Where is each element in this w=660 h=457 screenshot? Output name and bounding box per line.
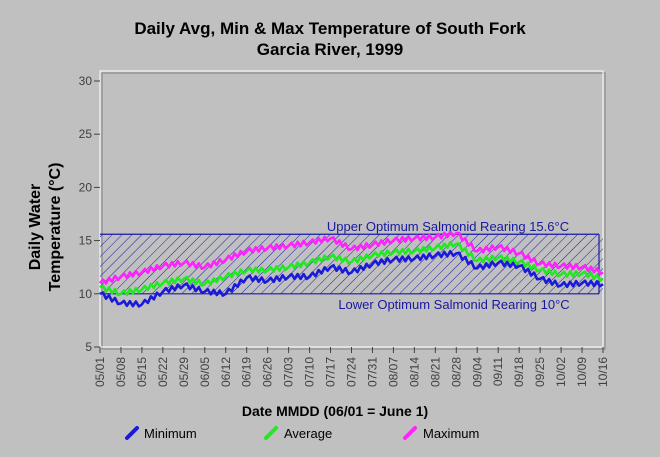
x-tick-label: 07/17 (324, 357, 338, 387)
x-tick-label: 07/10 (303, 357, 317, 387)
x-tick-label: 05/15 (135, 357, 149, 387)
y-tick-label: 5 (85, 340, 92, 354)
y-tick-label: 30 (79, 74, 93, 88)
chart-title: Daily Avg, Min & Max Temperature of Sout… (134, 19, 526, 38)
legend-maximum-label: Maximum (423, 426, 479, 441)
x-tick-label: 10/02 (554, 357, 568, 387)
x-tick-label: 07/31 (365, 357, 379, 387)
x-tick-label: 05/29 (177, 357, 191, 387)
x-tick-label: 10/09 (575, 357, 589, 387)
x-tick-label: 09/11 (491, 357, 505, 386)
y-axis-label-line1: Daily Water (27, 184, 44, 271)
upper-band-label: Upper Optimum Salmonid Rearing 15.6°C (327, 219, 569, 234)
legend-average-label: Average (284, 426, 332, 441)
x-tick-label: 06/12 (219, 357, 233, 387)
x-tick-label: 06/26 (261, 357, 275, 387)
legend-minimum-label: Minimum (144, 426, 197, 441)
x-tick-label: 07/24 (345, 357, 359, 387)
series-lines (99, 230, 604, 308)
y-tick-label: 20 (79, 180, 93, 194)
x-tick-label: 08/14 (407, 357, 421, 387)
legend-minimum-swatch (125, 426, 139, 440)
series-minimum-line (99, 250, 604, 308)
x-axis: 05/01 05/08 05/15 05/22 05/29 06/05 06/12 06/19… (93, 347, 610, 387)
y-axis-label-line2: Temperature (°C) (47, 163, 64, 292)
legend-average-swatch (264, 426, 278, 440)
x-tick-label: 09/04 (470, 357, 484, 387)
x-tick-label: 09/18 (512, 357, 526, 387)
x-tick-label: 06/19 (240, 357, 254, 387)
plot-frame-shadow (101, 72, 606, 350)
x-tick-label: 07/03 (282, 357, 296, 387)
legend-maximum-swatch (403, 426, 417, 440)
lower-band-label: Lower Optimum Salmonid Rearing 10°C (338, 297, 569, 312)
x-tick-label: 08/28 (449, 357, 463, 387)
x-tick-label: 08/21 (428, 357, 442, 387)
y-tick-label: 10 (79, 287, 93, 301)
x-tick-label: 06/05 (198, 357, 212, 387)
x-tick-label: 09/25 (533, 357, 547, 387)
x-tick-label: 05/08 (114, 357, 128, 387)
chart-subtitle: Garcia River, 1999 (257, 40, 404, 59)
x-tick-label: 05/01 (93, 357, 107, 387)
y-axis: 5 10 15 20 25 30 (79, 74, 100, 354)
x-axis-label: Date MMDD (06/01 = June 1) (242, 403, 428, 419)
series-average-line (99, 241, 604, 297)
y-tick-label: 25 (79, 127, 93, 141)
x-tick-label: 05/22 (156, 357, 170, 387)
legend: Minimum Average Maximum (125, 426, 479, 441)
series-maximum-line (99, 230, 604, 285)
y-tick-label: 15 (79, 234, 93, 248)
x-tick-label: 10/16 (596, 357, 610, 387)
x-tick-label: 08/07 (386, 357, 400, 387)
